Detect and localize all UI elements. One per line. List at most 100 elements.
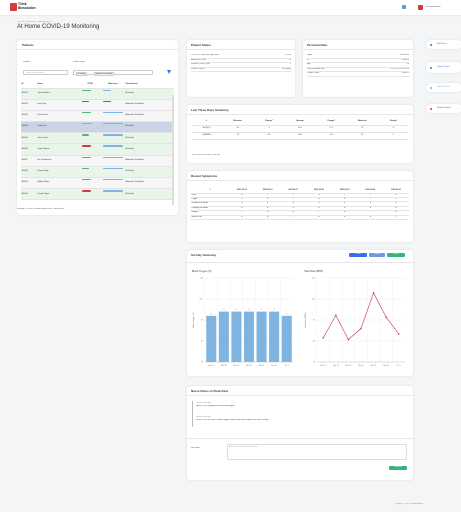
bar: [256, 311, 267, 362]
cross-icon: ✕: [357, 206, 384, 212]
logo-text[interactable]: Think Biosolution: [18, 2, 36, 10]
column-id[interactable]: ID: [21, 82, 37, 89]
last3-card: Last Three Days Summary # Minimum Change* A…: [187, 105, 413, 163]
filter-tag-admission[interactable]: Admission Scheduled: [94, 71, 114, 77]
cell-id: 000004: [21, 121, 37, 134]
filter-icon[interactable]: [167, 70, 171, 74]
column-status[interactable]: Status/Group: [125, 82, 174, 89]
table-row: Fatigue ✓ ✕ ✕ ✓ ✕ ✓ ✕: [191, 210, 409, 216]
breadcrumb: COVID-19 PATIENT DASHBOARD: [17, 21, 52, 23]
last3-cell: 70: [222, 132, 254, 140]
cell-id: 000001: [21, 88, 37, 100]
series-line: [323, 292, 399, 341]
remove-patient-button[interactable]: Remove Patient: [426, 104, 461, 113]
update-patient-button[interactable]: Update Patient: [426, 62, 461, 73]
cell-id: 000003: [21, 110, 37, 123]
check-icon: ✓: [357, 193, 384, 198]
cross-icon: ✕: [229, 193, 255, 198]
cross-icon: ✕: [229, 215, 255, 220]
cross-icon: ✕: [331, 210, 358, 216]
cell-status: At Facility: [125, 143, 174, 156]
symptoms-header: 2021-06-27: [383, 188, 409, 194]
symptoms-card: Recent Symptoms #2021-06-10 2021-06-13 202…: [187, 171, 413, 242]
six-day-card: Six Day Summary 1 Week 2 Weeks 1 Month B…: [187, 250, 413, 376]
table-row[interactable]: 000003 Emma Frost Admission Scheduled: [21, 110, 174, 123]
cell-name: Ivan Drury: [37, 99, 79, 111]
table-row: SpO2(%) 89 -2 93.4 +1.5 97 +2: [191, 125, 409, 133]
y-tick-label: 100: [312, 299, 315, 301]
export-patients-label: Export Patients: [437, 86, 450, 88]
export-patients-button[interactable]: Export Patients: [426, 83, 461, 92]
status-label: Status/Group: [73, 61, 85, 63]
chart-title: Heart Rate (BPM): [304, 270, 323, 273]
kv-label: Adherence Score: [191, 58, 207, 61]
two-weeks-button[interactable]: 2 Weeks: [369, 253, 385, 257]
y-tick-label: 100: [200, 278, 203, 280]
cell-cphr: [79, 188, 101, 201]
table-scrollbar[interactable]: [172, 95, 174, 205]
table-row[interactable]: 000001 Cyko Haddock At Facility: [21, 88, 174, 100]
user-name[interactable]: Think BioSolution: [425, 5, 441, 8]
add-patient-button[interactable]: Add Patient: [426, 40, 461, 49]
cell-adherence: [101, 177, 125, 190]
new-note-input[interactable]: Add a new note from nurse here: [227, 444, 407, 460]
cphr-bar: [82, 134, 89, 136]
cell-status: At Facility: [125, 188, 174, 201]
table-row[interactable]: 000005 Jonas Carter At Facility: [21, 132, 174, 145]
kv-row: Adherence Score 14: [191, 59, 291, 63]
cross-icon: ✕: [383, 210, 409, 216]
kv-label: COVID-19 Daily Warning Score: [191, 54, 219, 56]
x-tick-label: Jul 1: [397, 365, 401, 367]
bar: [243, 311, 255, 362]
check-icon: ✓: [280, 215, 307, 220]
symptom-label: Cough: [191, 197, 229, 203]
last3-header: #: [191, 119, 223, 126]
table-row[interactable]: 000010 Dexter Pilgrim At Facility: [21, 188, 174, 201]
cell-status: Admission Scheduled: [125, 99, 174, 111]
notification-icon[interactable]: [402, 5, 406, 9]
last3-cell: 0: [377, 132, 409, 140]
bar: [206, 315, 217, 362]
cross-icon: ✕: [331, 215, 358, 220]
note-text: Nurse 12:34: Mr Kent's Blood Oxygen leve…: [196, 419, 270, 421]
note-time: 2021-06-11 10:00:0: [196, 416, 211, 418]
cross-icon: ✕: [280, 201, 307, 207]
data-point: [347, 338, 350, 341]
table-row[interactable]: 000006 Jorge Valerios At Facility: [21, 143, 174, 156]
last3-cell: +1.5: [315, 125, 347, 133]
table-row[interactable]: 000008 Harvey Rapp At Facility: [21, 166, 174, 179]
table-row[interactable]: 000009 Mighty Walton Admission Scheduled: [21, 177, 174, 190]
last3-cell: HR(BPM): [191, 132, 223, 140]
y-axis-label: Heart Rate (BPM): [304, 312, 307, 327]
table-row[interactable]: 000007 Eric Powderman Admission Scheduled: [21, 155, 174, 167]
one-week-button[interactable]: 1 Week: [349, 253, 367, 257]
column-cphr[interactable]: CPHR: [79, 82, 101, 89]
status-select[interactable]: At Facility Admission Scheduled: [73, 70, 153, 77]
avatar[interactable]: [418, 4, 423, 10]
kv-value: 000004: [402, 58, 409, 61]
kv-value: 4041D1: [401, 72, 409, 74]
cell-status: At Facility: [125, 166, 174, 179]
column-name[interactable]: Name: [37, 82, 79, 89]
table-row: Shortness of Breath ✕ ✕ ✕ ✕ ✕ ✕ ✕: [191, 201, 409, 207]
search-input[interactable]: Select or filter name: [23, 70, 68, 75]
column-adherence[interactable]: Adherence: [101, 82, 125, 89]
table-row[interactable]: 000004 Dead Kent At Facility: [21, 121, 174, 134]
last3-title: Last Three Days Summary: [191, 108, 229, 112]
add-note-button[interactable]: Add Note: [389, 466, 407, 470]
one-month-button[interactable]: 1 Month: [387, 253, 405, 257]
cell-name: Dexter Pilgrim: [37, 188, 79, 201]
kv-row: Patient Token 4041D1: [307, 72, 409, 76]
filter-tag-at-facility[interactable]: At Facility: [76, 71, 87, 77]
symptom-label: Coughing up Blood: [191, 206, 229, 212]
data-label: 92: [223, 309, 225, 311]
last3-cell: -2.6: [315, 132, 347, 140]
logo-icon[interactable]: [10, 3, 17, 11]
last3-header: Average: [284, 119, 316, 126]
last3-cell: -16: [253, 132, 285, 140]
cross-icon: ✕: [357, 215, 384, 220]
table-row[interactable]: 000002 Ivan Drury Admission Scheduled: [21, 99, 174, 111]
adherence-bar: [103, 111, 123, 114]
data-label: 92: [236, 309, 238, 311]
data-label: 91: [210, 313, 212, 315]
